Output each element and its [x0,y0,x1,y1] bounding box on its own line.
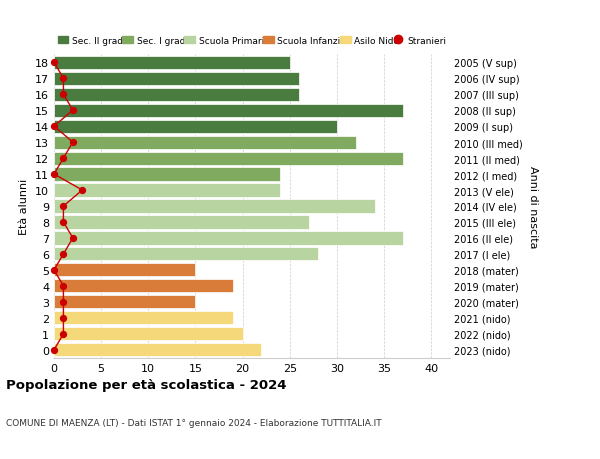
Point [59,283,68,290]
Bar [54,89,299,101]
Bar [54,184,280,197]
Bar [54,168,280,181]
Point [49,59,59,67]
Y-axis label: Età alunni: Età alunni [19,179,29,235]
Y-axis label: Anni di nascita: Anni di nascita [529,165,538,248]
Text: COMUNE DI MAENZA (LT) - Dati ISTAT 1° gennaio 2024 - Elaborazione TUTTITALIA.IT: COMUNE DI MAENZA (LT) - Dati ISTAT 1° ge… [6,418,382,427]
Point [59,330,68,338]
Bar [54,120,337,134]
Point [49,123,59,130]
Bar [54,248,318,261]
Legend: Sec. II grado, Sec. I grado, Scuola Primaria, Scuola Infanzia, Asilo Nido, Stran: Sec. II grado, Sec. I grado, Scuola Prim… [54,33,450,49]
Point [59,203,68,210]
Point [77,187,87,194]
Point [49,171,59,179]
Bar [54,152,403,165]
Bar [54,200,374,213]
Point [68,139,77,146]
Bar [54,216,308,229]
Point [49,267,59,274]
Bar [54,232,403,245]
Point [59,155,68,162]
Point [59,314,68,322]
Point [59,91,68,99]
Point [49,347,59,354]
Bar [54,264,196,277]
Point [68,235,77,242]
Bar [54,136,356,149]
Bar [54,312,233,325]
Point [59,75,68,83]
Point [68,107,77,115]
Bar [54,280,233,293]
Bar [54,104,403,118]
Bar [54,296,196,309]
Point [59,219,68,226]
Bar [54,56,290,70]
Bar [54,343,262,357]
Bar [54,73,299,85]
Bar [54,328,242,341]
Text: Popolazione per età scolastica - 2024: Popolazione per età scolastica - 2024 [6,379,287,392]
Point [59,298,68,306]
Point [59,251,68,258]
